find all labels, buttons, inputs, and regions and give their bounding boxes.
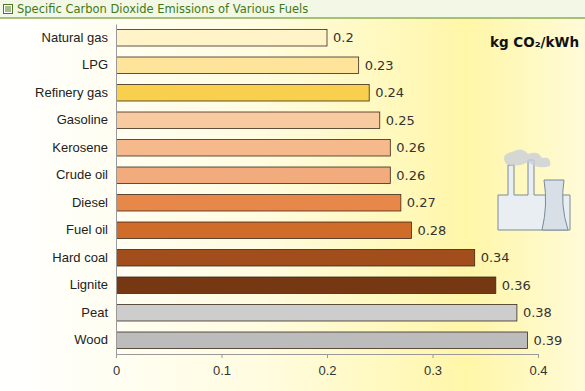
category-axis-line — [116, 25, 117, 355]
value-tick: 0.2 — [318, 354, 336, 378]
bar — [116, 85, 369, 102]
bar — [116, 332, 527, 349]
title-icon-line — [5, 9, 11, 10]
data-label: 0.23 — [365, 58, 394, 73]
value-tick: 0.4 — [529, 354, 547, 378]
data-label: 0.36 — [502, 278, 531, 293]
category-tick: Peat — [81, 305, 116, 320]
data-label: 0.27 — [407, 195, 436, 210]
value-axis: 0 0.1 0.2 0.3 0.4 — [113, 354, 548, 378]
value-tick-label: 0.1 — [213, 363, 231, 378]
smoke — [504, 149, 550, 167]
background — [0, 18, 585, 391]
bar — [116, 167, 390, 184]
data-label: 0.38 — [523, 305, 552, 320]
category-label: Hard coal — [52, 250, 108, 265]
data-label: 0.25 — [386, 113, 415, 128]
category-axis: Natural gas LPG Refinery gas Gasoline Kerose… — [35, 25, 116, 355]
category-tick: Crude oil — [56, 167, 116, 182]
data-label: 0.39 — [533, 333, 562, 348]
category-tick: Hard coal — [52, 250, 116, 265]
title-icon-line — [5, 11, 11, 12]
category-label: Kerosene — [52, 140, 108, 155]
plot: 0.2 0.23 0.24 0.25 0.26 0.26 0.27 0.28 0.34 0.36 0… — [35, 25, 562, 379]
data-label: 0.24 — [375, 85, 404, 100]
category-label: Crude oil — [56, 167, 108, 182]
title-icon-line — [5, 7, 11, 8]
category-label: Refinery gas — [35, 85, 108, 100]
value-tick-mark — [116, 354, 117, 358]
bar — [116, 57, 359, 74]
bar — [116, 277, 496, 294]
category-label: Gasoline — [57, 112, 108, 127]
category-label: LPG — [82, 57, 108, 72]
title-icon — [4, 5, 13, 14]
unit-annotation: kg CO₂/kWh — [490, 34, 579, 50]
bar — [116, 140, 390, 157]
category-label: Natural gas — [42, 30, 109, 45]
data-label: 0.2 — [333, 30, 354, 45]
data-label: 0.26 — [396, 168, 425, 183]
chart: Specific Carbon Dioxide Emissions of Var… — [0, 0, 585, 391]
factory-icon — [498, 149, 570, 230]
category-tick: Fuel oil — [66, 222, 116, 237]
value-tick-label: 0 — [113, 363, 120, 378]
data-label: 0.28 — [417, 223, 446, 238]
bar — [116, 112, 380, 129]
value-tick: 0.3 — [424, 354, 442, 378]
cooling-tower — [542, 180, 568, 230]
data-label: 0.34 — [481, 250, 510, 265]
category-label: Peat — [81, 305, 108, 320]
category-tick: Wood — [74, 332, 116, 347]
factory-building — [498, 160, 570, 230]
category-tick: LPG — [82, 57, 116, 72]
category-tick: Natural gas — [42, 30, 116, 45]
title-icon-box — [4, 5, 13, 14]
category-tick: Kerosene — [52, 140, 116, 155]
title-bar — [0, 0, 585, 18]
category-label: Lignite — [70, 277, 108, 292]
bar — [116, 305, 517, 322]
value-tick-mark — [433, 354, 434, 358]
bars — [116, 30, 527, 349]
value-tick-mark — [222, 354, 223, 358]
category-label: Wood — [74, 332, 108, 347]
value-tick-mark — [327, 354, 328, 358]
category-label: Diesel — [72, 195, 108, 210]
category-tick: Diesel — [72, 195, 116, 210]
value-tick-label: 0.3 — [424, 363, 442, 378]
value-tick: 0 — [113, 354, 120, 378]
value-tick-mark — [538, 354, 539, 358]
title-bar-border — [0, 17, 585, 19]
bar — [116, 30, 327, 47]
bar — [116, 222, 411, 239]
category-label: Fuel oil — [66, 222, 108, 237]
data-label: 0.26 — [396, 140, 425, 155]
value-tick-label: 0.4 — [529, 363, 547, 378]
value-tick-label: 0.2 — [318, 363, 336, 378]
value-tick: 0.1 — [213, 354, 231, 378]
category-tick: Gasoline — [57, 112, 116, 127]
title: Specific Carbon Dioxide Emissions of Var… — [17, 2, 308, 16]
bar — [116, 195, 401, 212]
bar — [116, 250, 475, 267]
category-tick: Refinery gas — [35, 85, 116, 100]
category-tick: Lignite — [70, 277, 116, 292]
